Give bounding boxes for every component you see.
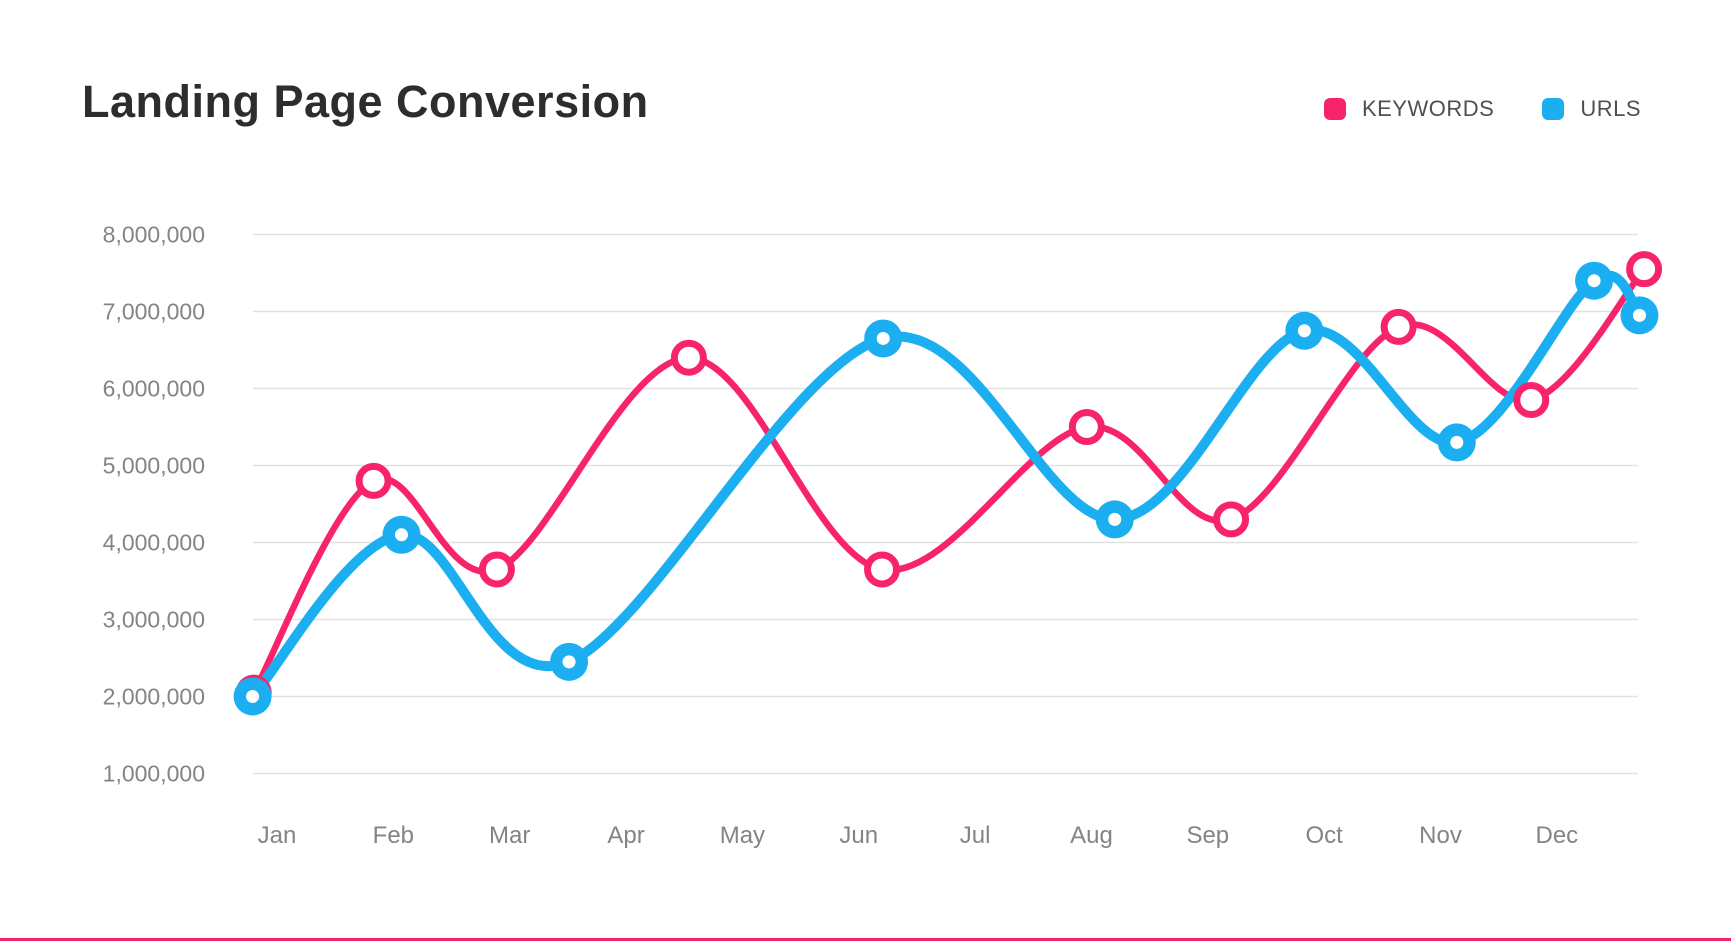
urls-marker-dot bbox=[1587, 274, 1601, 288]
keywords-marker bbox=[670, 339, 707, 376]
y-tick-label: 6,000,000 bbox=[103, 376, 205, 402]
urls-marker-dot bbox=[1632, 308, 1646, 322]
x-tick-label: Jan bbox=[258, 822, 297, 849]
x-tick-label: Apr bbox=[607, 822, 644, 849]
x-tick-label: Aug bbox=[1070, 822, 1113, 849]
x-tick-label: Sep bbox=[1186, 822, 1229, 849]
legend-label-urls: URLS bbox=[1580, 96, 1641, 121]
y-tick-label: 5,000,000 bbox=[103, 453, 205, 479]
urls-marker-dot bbox=[876, 331, 890, 345]
x-tick-label: Jun bbox=[839, 822, 878, 849]
keywords-marker bbox=[355, 462, 392, 499]
y-tick-label: 4,000,000 bbox=[103, 530, 205, 556]
x-tick-label: Nov bbox=[1419, 822, 1462, 849]
keywords-marker bbox=[1626, 251, 1663, 288]
urls-line bbox=[247, 270, 1645, 702]
x-tick-label: May bbox=[720, 822, 765, 849]
urls-marker-dot bbox=[1108, 512, 1122, 526]
y-tick-label: 8,000,000 bbox=[103, 222, 205, 248]
legend-label-keywords: KEYWORDS bbox=[1361, 96, 1495, 121]
keywords-line bbox=[250, 265, 1648, 696]
urls-marker-dot bbox=[1450, 435, 1464, 449]
legend-item-keywords[interactable]: KEYWORDS bbox=[1323, 96, 1495, 122]
keywords-marker bbox=[1380, 308, 1417, 345]
x-tick-label: Feb bbox=[373, 822, 414, 849]
chart-legend: KEYWORDS URLS bbox=[1323, 96, 1641, 122]
keywords-marker bbox=[864, 551, 901, 588]
keywords-swatch-icon bbox=[1323, 98, 1346, 120]
urls-marker-dot bbox=[562, 655, 576, 669]
keywords-marker bbox=[1213, 501, 1250, 538]
urls-marker-dot bbox=[246, 690, 260, 703]
y-tick-label: 7,000,000 bbox=[103, 299, 205, 325]
urls-marker-dot bbox=[394, 528, 408, 542]
x-tick-label: Mar bbox=[489, 822, 530, 849]
y-tick-label: 1,000,000 bbox=[103, 761, 205, 787]
keywords-marker bbox=[478, 551, 515, 588]
y-tick-label: 3,000,000 bbox=[103, 607, 205, 633]
y-tick-label: 2,000,000 bbox=[103, 684, 205, 710]
x-tick-label: Dec bbox=[1536, 822, 1579, 849]
page-title: Landing Page Conversion bbox=[82, 76, 649, 127]
bottom-edge-strip bbox=[0, 938, 1731, 941]
x-tick-label: Jul bbox=[960, 822, 991, 849]
urls-marker-dot bbox=[1297, 324, 1311, 338]
legend-item-urls[interactable]: URLS bbox=[1542, 96, 1641, 122]
x-tick-label: Oct bbox=[1305, 822, 1343, 849]
keywords-marker bbox=[1068, 409, 1105, 445]
urls-swatch-icon bbox=[1542, 98, 1565, 120]
keywords-marker bbox=[1513, 382, 1550, 419]
